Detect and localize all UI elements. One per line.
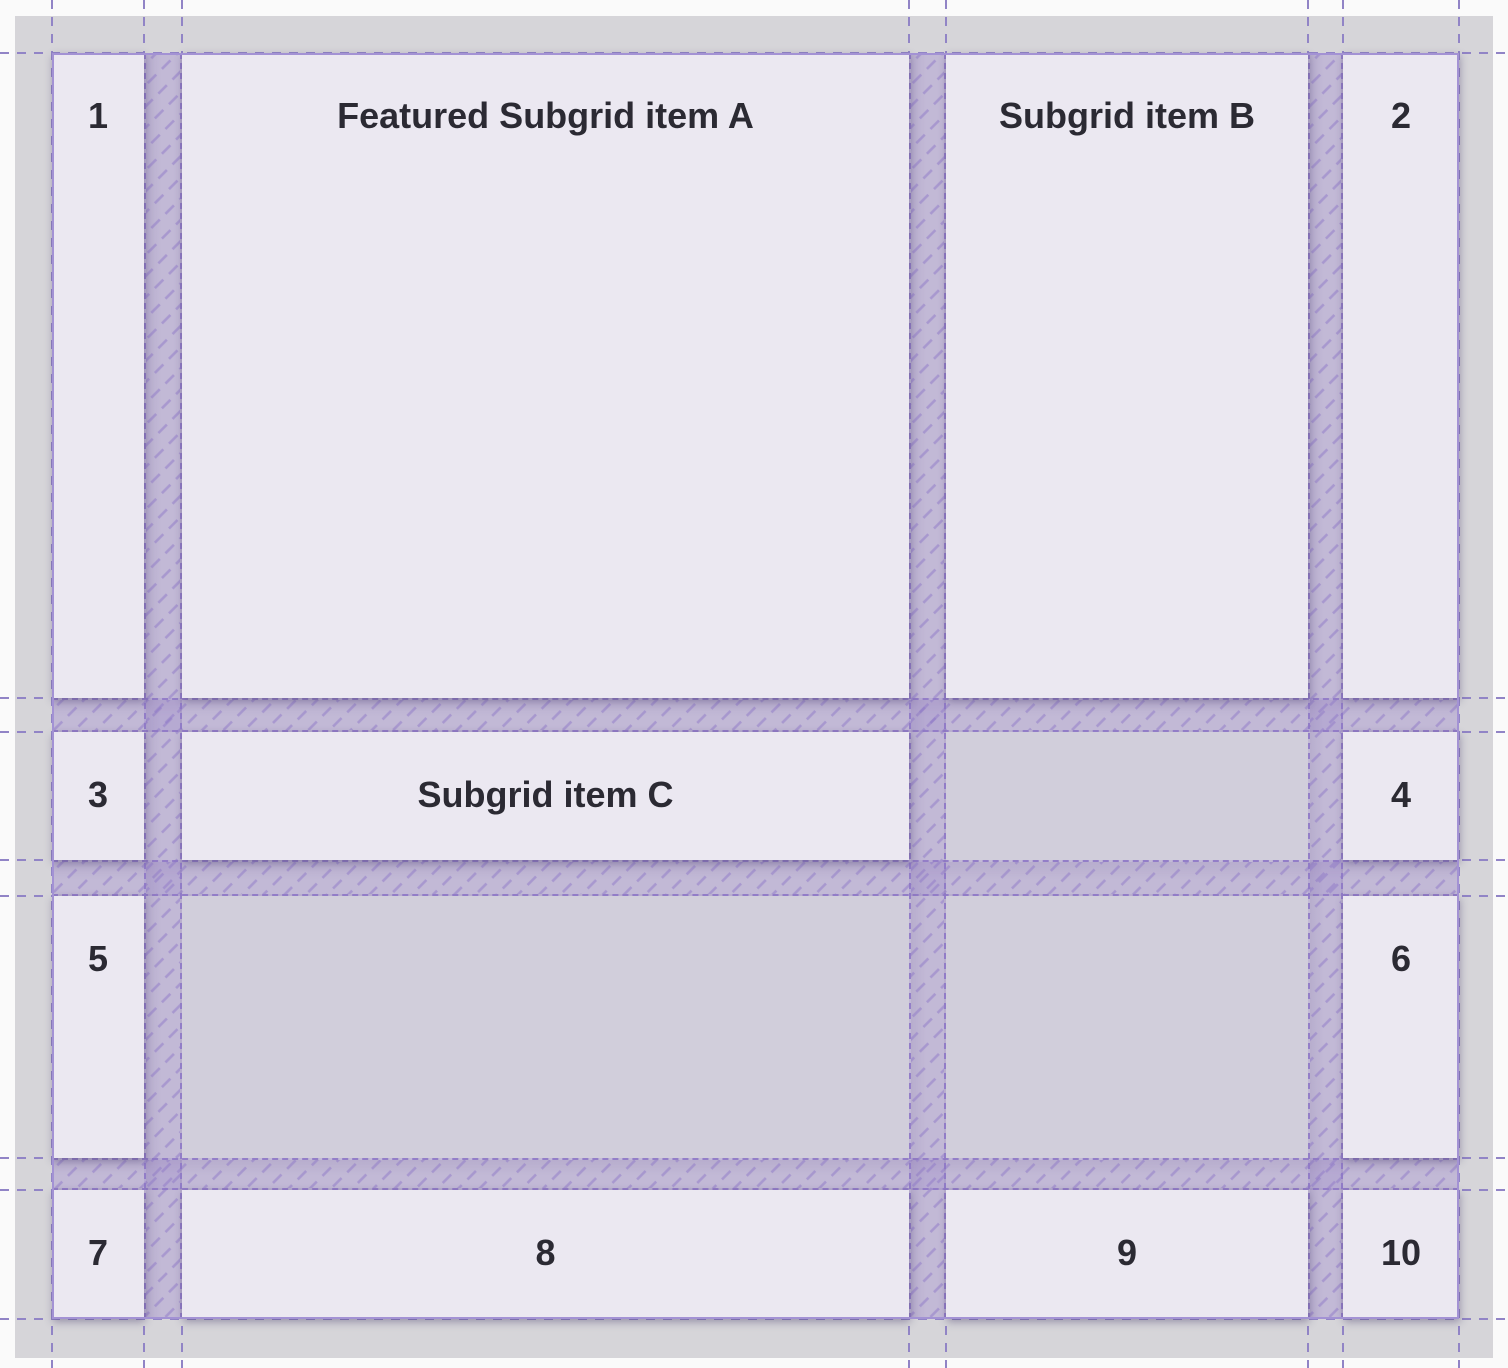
grid-item-b: Subgrid item B — [946, 53, 1308, 698]
column-gap-band-1 — [144, 53, 182, 1319]
grid-item-label: Subgrid item B — [998, 95, 1255, 136]
grid-extension-line-h-8 — [0, 1318, 1508, 1320]
grid-item-5: 5 — [52, 896, 144, 1158]
grid-item-label: 4 — [1390, 774, 1412, 815]
grid-item-label: 6 — [1390, 938, 1412, 979]
column-gap-band-2 — [909, 53, 946, 1319]
grid-item-label: 9 — [1116, 1232, 1138, 1273]
grid-item-8: 8 — [182, 1190, 909, 1319]
gap-hatch-pattern — [52, 1160, 1459, 1188]
grid-item-9: 9 — [946, 1190, 1308, 1319]
grid-item-7: 7 — [52, 1190, 144, 1319]
grid-item-2: 2 — [1343, 53, 1459, 698]
grid-item-c: Subgrid item C — [182, 732, 909, 860]
gap-hatch-pattern — [52, 862, 1459, 894]
grid-item-label: 2 — [1390, 95, 1412, 136]
grid-item-label: 5 — [87, 938, 109, 979]
grid-item-6: 6 — [1343, 896, 1459, 1158]
gap-hatch-pattern — [52, 700, 1459, 730]
grid-item-featured-a: Featured Subgrid item A — [182, 53, 909, 698]
row-gap-band-2 — [52, 860, 1459, 896]
column-gap-band-3 — [1308, 53, 1343, 1319]
grid-extension-line-v-8 — [1458, 0, 1460, 1368]
grid-item-label: 8 — [535, 1232, 556, 1273]
gap-hatch-pattern — [146, 53, 180, 1319]
grid-item-3: 3 — [52, 732, 144, 860]
grid-item-1: 1 — [52, 53, 144, 698]
grid-item-label: 10 — [1380, 1232, 1422, 1273]
row-gap-band-1 — [52, 698, 1459, 732]
grid-item-4: 4 — [1343, 732, 1459, 860]
grid-item-label: 3 — [87, 774, 109, 815]
grid-item-label: Featured Subgrid item A — [337, 95, 754, 136]
grid-item-label: 7 — [87, 1232, 109, 1273]
row-gap-band-3 — [52, 1158, 1459, 1190]
gap-hatch-pattern — [1310, 53, 1341, 1319]
grid-item-label: 1 — [87, 95, 109, 136]
gap-hatch-pattern — [911, 53, 944, 1319]
grid-item-10: 10 — [1343, 1190, 1459, 1319]
grid-item-label: Subgrid item C — [417, 774, 674, 815]
